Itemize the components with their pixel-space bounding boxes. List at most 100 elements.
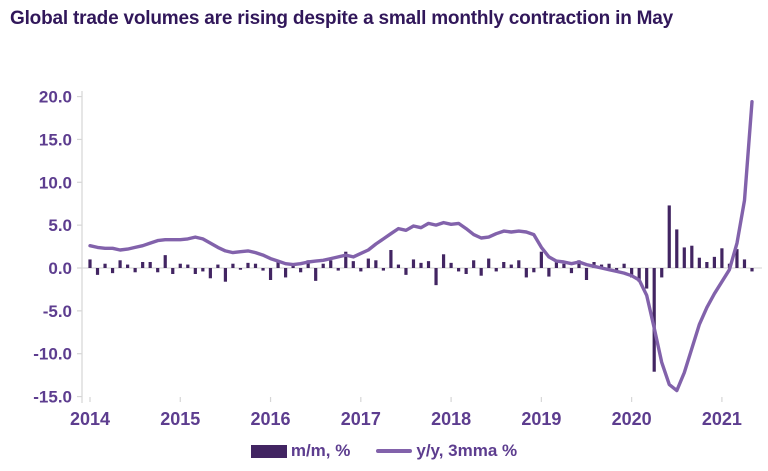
mm-bar — [141, 262, 145, 268]
yoy-line — [88, 100, 754, 393]
x-axis-label: 2018 — [431, 409, 471, 429]
mm-bar — [712, 256, 716, 268]
mm-bar — [163, 255, 167, 268]
mm-bar — [246, 262, 250, 268]
mm-bar — [682, 247, 686, 268]
legend-label: m/m, % — [290, 441, 351, 460]
mm-bar — [110, 268, 115, 274]
mm-bar — [675, 229, 679, 268]
mm-bar — [630, 268, 634, 278]
legend-label: y/y, 3mma % — [416, 441, 518, 460]
mm-bar — [216, 264, 220, 268]
mm-bar — [509, 264, 513, 268]
mm-bar — [532, 268, 536, 273]
mm-bar — [329, 260, 333, 268]
line-swatch-icon — [376, 449, 413, 453]
chart-legend: m/m, % y/y, 3mma % — [0, 437, 768, 465]
mm-bar — [359, 268, 363, 272]
mm-bar — [283, 268, 288, 278]
mm-bar — [411, 259, 416, 268]
legend-item-mm: m/m, % — [250, 441, 351, 461]
mm-bar — [178, 263, 182, 268]
mm-bar — [314, 268, 318, 281]
mm-bar — [336, 268, 340, 271]
mm-bar — [321, 263, 325, 268]
mm-bar — [652, 268, 656, 372]
mm-bar — [690, 245, 694, 268]
mm-bar — [517, 260, 521, 268]
x-axis-label: 2020 — [612, 409, 652, 429]
y-axis-label: -5.0 — [43, 302, 72, 321]
mm-bar — [667, 205, 671, 268]
y-axis-label: 5.0 — [48, 216, 72, 235]
mm-bar — [276, 260, 280, 268]
mm-bar — [193, 268, 197, 274]
mm-bar — [569, 268, 574, 274]
mm-bar — [404, 268, 408, 275]
mm-bar — [645, 268, 649, 289]
mm-bar — [539, 251, 543, 268]
mm-bar — [487, 258, 491, 268]
mm-bar — [494, 268, 498, 272]
mm-bar — [472, 260, 476, 268]
mm-bar — [547, 268, 551, 277]
legend-item-yoy: y/y, 3mma % — [376, 441, 517, 461]
mm-bar — [441, 254, 446, 268]
mm-bar — [622, 263, 626, 268]
bar-swatch-icon — [250, 444, 287, 458]
mm-bar — [186, 264, 190, 268]
mm-bar — [434, 268, 438, 286]
mm-bar — [464, 268, 468, 274]
mm-bar — [171, 268, 175, 274]
mm-bar — [223, 268, 228, 282]
mm-bar — [344, 251, 348, 268]
mm-bar — [705, 262, 709, 268]
mm-bar — [103, 263, 107, 268]
mm-bar — [389, 250, 393, 268]
mm-bar — [660, 268, 664, 278]
y-axis-label: -10.0 — [33, 345, 72, 364]
mm-bar — [479, 268, 483, 276]
y-axis-label: -15.0 — [33, 388, 72, 407]
mm-bar — [148, 262, 152, 268]
mm-bar — [268, 268, 273, 280]
mm-bar — [742, 259, 747, 268]
mm-bar — [524, 268, 528, 278]
mm-bar — [253, 263, 258, 268]
mm-bar — [396, 264, 401, 268]
mm-bar — [133, 268, 137, 273]
mm-bar — [637, 268, 641, 282]
y-axis-label: 20.0 — [39, 88, 72, 107]
mm-bar — [457, 268, 461, 272]
mm-bar — [735, 249, 739, 268]
mm-bar — [351, 261, 355, 268]
mm-bar — [381, 268, 385, 271]
mm-bar — [95, 268, 100, 275]
mm-bar — [449, 262, 453, 268]
y-axis-label: 0.0 — [48, 259, 72, 278]
x-axis-label: 2019 — [521, 409, 561, 429]
mm-bar — [366, 258, 370, 268]
x-axis-label: 2014 — [70, 409, 110, 429]
mm-bar — [238, 268, 243, 270]
mm-bar — [88, 259, 92, 268]
trade-volume-chart: 20.0 15.0 10.0 5.0 0.0 -5.0 -10.0 -15.0 2014 2015… — [0, 60, 768, 435]
mm-bar — [118, 260, 122, 268]
mm-bar — [562, 263, 566, 268]
mm-bar — [554, 261, 559, 268]
chart-canvas: 20.0 15.0 10.0 5.0 0.0 -5.0 -10.0 -15.0 2014 2015… — [33, 88, 762, 429]
mm-bar — [750, 268, 754, 272]
mm-bar — [419, 262, 423, 268]
mm-bar — [374, 260, 378, 268]
mm-bar — [577, 260, 581, 268]
y-axis-label: 15.0 — [39, 130, 72, 149]
x-axis-label: 2015 — [160, 409, 200, 429]
mm-bar — [126, 264, 130, 268]
mm-bar — [208, 268, 212, 279]
mm-bar — [607, 263, 611, 268]
mm-bar — [306, 260, 310, 268]
mm-bar — [156, 268, 160, 273]
mm-bar — [584, 268, 589, 280]
x-axis-label: 2017 — [341, 409, 381, 429]
mm-bar — [201, 268, 205, 272]
